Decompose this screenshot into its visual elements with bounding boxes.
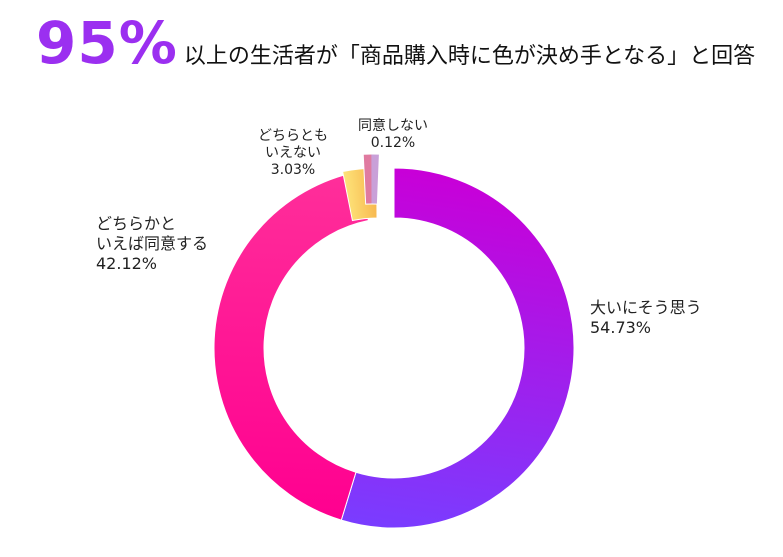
label-somewhat-agree: どちらかと いえば同意する 42.12% (96, 214, 208, 274)
label-neutral: どちらとも いえない 3.03% (258, 128, 328, 179)
label-neutral-value: 3.03% (270, 162, 316, 178)
slice-disagree (362, 153, 380, 205)
label-neutral-line1: どちらとも (258, 128, 328, 144)
label-somewhat-agree-line1: どちらかと (96, 214, 177, 233)
label-disagree-value: 0.12% (370, 135, 416, 151)
headline-text: 以上の生活者が「商品購入時に色が決め手となる」と回答 (183, 44, 756, 69)
label-disagree: 同意しない 0.12% (358, 118, 428, 152)
slice-strongly-agree (340, 167, 575, 529)
label-strongly-agree: 大いにそう思う 54.73% (590, 298, 702, 338)
label-strongly-agree-name: 大いにそう思う (590, 298, 702, 317)
label-somewhat-agree-value: 42.12% (96, 254, 158, 273)
slice-somewhat-agree (213, 170, 370, 521)
chart-headline: 95% 以上の生活者が「商品購入時に色が決め手となる」と回答 (36, 14, 755, 84)
headline-percentage: 95% (36, 9, 178, 77)
label-somewhat-agree-line2: いえば同意する (96, 234, 209, 253)
label-disagree-name: 同意しない (358, 118, 428, 134)
label-neutral-line2: いえない (265, 145, 321, 161)
label-strongly-agree-value: 54.73% (590, 318, 652, 337)
